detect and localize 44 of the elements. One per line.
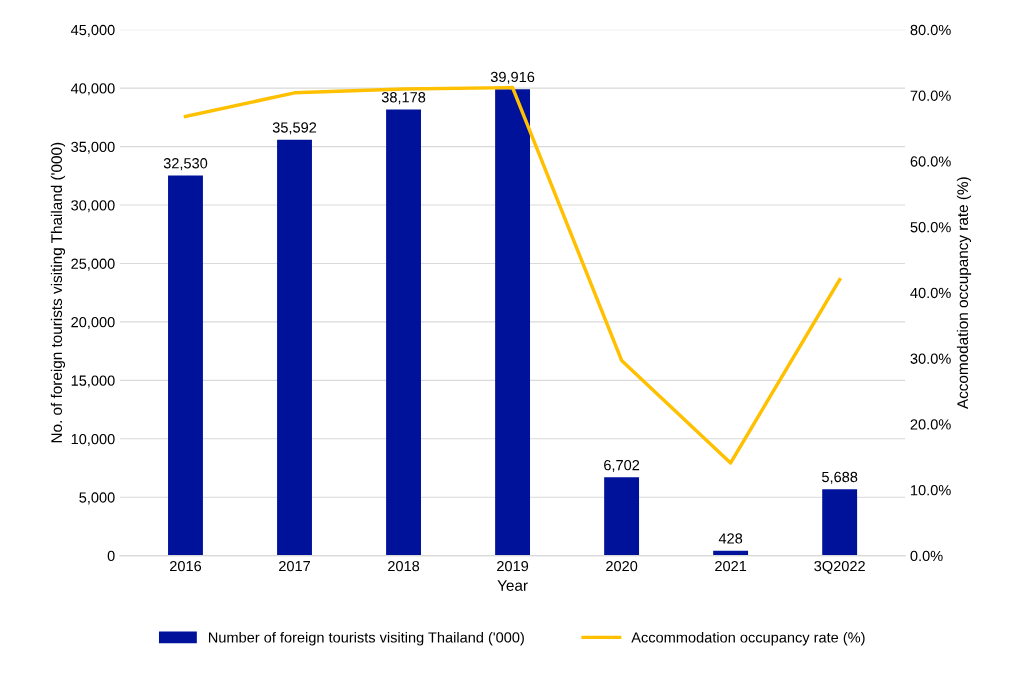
y2-tick-label: 10.0% — [911, 485, 951, 496]
bar — [168, 175, 203, 556]
bar — [386, 109, 421, 556]
y2-axis-title: Accomodation occupancy rate (%) — [956, 177, 972, 410]
x-axis-title: Year — [497, 580, 528, 591]
x-tick-label: 2018 — [388, 560, 420, 572]
x-tick-label: 2016 — [170, 560, 202, 572]
text: 32,530 — [163, 158, 208, 171]
text: 35,592 — [272, 122, 317, 135]
y-tick-label: 45,000 — [70, 24, 115, 37]
text: 428 — [718, 533, 743, 544]
x-tick-label: 2021 — [715, 560, 747, 572]
y-tick-label: 10,000 — [71, 433, 115, 446]
x-tick-label: 2019 — [497, 560, 529, 572]
text: 5,688 — [821, 471, 858, 484]
bar — [822, 489, 858, 556]
text: 38,178 — [381, 92, 426, 105]
bar — [604, 477, 640, 556]
y-tick-label: 30,000 — [71, 200, 115, 213]
y-tick-label: 20,000 — [71, 317, 115, 330]
y-tick-label: 35,000 — [71, 141, 115, 154]
y2-tick-label: 30.0% — [910, 353, 951, 364]
y-axis-title: No. of foreign tourists visiting Thailand ('000) — [50, 142, 66, 443]
y2-tick-label: 40.0% — [910, 287, 951, 299]
y-tick-label: 0 — [107, 550, 115, 562]
y2-tick-label: 20.0% — [910, 419, 951, 430]
y2-tick-label: 70.0% — [910, 90, 951, 101]
y2-tick-label: 0.0% — [910, 550, 943, 562]
y-tick-label: 15,000 — [71, 375, 115, 388]
bar — [495, 89, 531, 556]
y-tick-label: 5,000 — [79, 492, 115, 505]
x-tick-label: 3Q2022 — [814, 560, 865, 574]
y2-tick-label: 80.0% — [910, 24, 951, 36]
text: 39,916 — [490, 71, 535, 84]
bar — [277, 139, 312, 556]
y2-tick-label: 60.0% — [910, 156, 951, 167]
x-tick-label: 2017 — [279, 560, 311, 572]
text: 6,702 — [604, 459, 640, 473]
x-tick-label: 2020 — [606, 560, 638, 572]
y-tick-label: 25,000 — [71, 258, 115, 271]
legend-label: Accommodation occupancy rate (%) — [631, 631, 865, 646]
y2-tick-label: 50.0% — [910, 222, 951, 233]
legend-label: Number of foreign tourists visiting Thailand ('000) — [208, 631, 524, 646]
y-tick-label: 40,000 — [70, 83, 115, 96]
